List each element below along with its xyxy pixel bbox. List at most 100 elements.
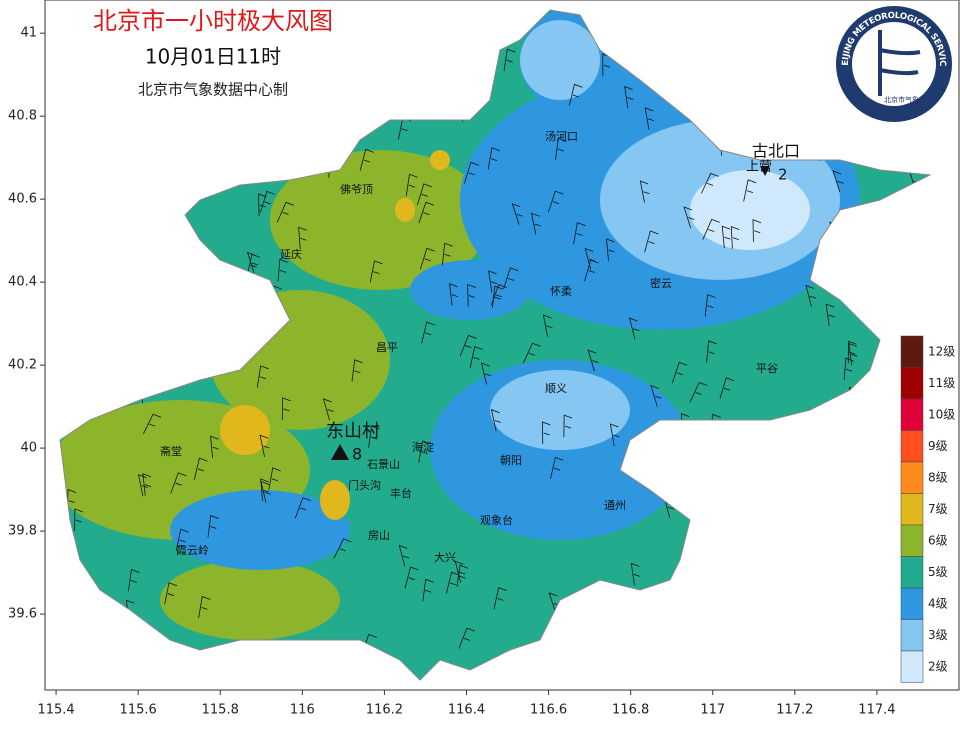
wind-barb [259, 434, 270, 457]
place-label: 佛爷顶 [340, 182, 373, 196]
station-name: 上营 [746, 160, 772, 175]
wind-barb [775, 107, 787, 130]
legend-swatch [900, 461, 924, 494]
place-label: 延庆 [280, 247, 302, 261]
wind-barb [127, 568, 140, 592]
wind-barb [624, 86, 634, 109]
wind-barb [744, 592, 756, 615]
wind-barb [745, 462, 763, 484]
wind-barb [405, 173, 418, 197]
wind-barb [368, 425, 380, 448]
wind-barb [644, 230, 659, 253]
wind-barb [276, 201, 295, 223]
wind-barb [706, 340, 717, 363]
legend-swatch [900, 367, 924, 400]
wind-barb [113, 270, 125, 293]
wind-barb [210, 435, 219, 459]
x-tick-label: 117.4 [858, 703, 895, 718]
wind-barb [825, 303, 835, 327]
wind-barb [480, 362, 492, 385]
source: 北京市气象数据中心制 [138, 81, 288, 99]
wind-barb [848, 386, 858, 410]
wind-barb [103, 610, 122, 631]
station-marker [331, 444, 349, 460]
place-label: 怀柔 [550, 285, 572, 298]
wind-barb [246, 251, 259, 274]
logo-subtext: 北京市气象局 [884, 95, 926, 104]
wind-barb [490, 409, 501, 432]
wind-barb [444, 56, 456, 79]
wind-barb [164, 582, 178, 605]
wind-barb [372, 49, 389, 71]
wind-barb [418, 201, 435, 224]
wind-barb [142, 473, 152, 496]
wind-barb [172, 208, 183, 232]
y-tick-label: 40.4 [8, 275, 37, 290]
wind-barb [138, 288, 148, 311]
place-label: 昌平 [376, 341, 398, 354]
wind-barb [456, 564, 469, 588]
wind-barb [609, 423, 620, 446]
wind-barb [268, 467, 281, 490]
place-label: 顺义 [545, 382, 567, 395]
wind-barb [163, 162, 173, 185]
wind-barb [522, 342, 541, 364]
wind-barb [449, 283, 458, 306]
legend-swatch [900, 556, 924, 589]
station-marker [760, 166, 770, 176]
wind-barb [573, 222, 586, 245]
wind-barb [704, 294, 716, 317]
wind-barb [750, 85, 761, 108]
wind-barb [712, 541, 727, 564]
wind-barb [167, 252, 184, 274]
wind-barb [563, 414, 573, 438]
wind-barb [154, 308, 164, 331]
wind-barb [639, 180, 650, 203]
y-tick-label: 39.8 [8, 524, 37, 539]
wind-barb [847, 447, 865, 470]
wind-barb [715, 598, 725, 621]
wind-barb [550, 456, 564, 479]
wind-barb [630, 562, 641, 586]
wind-barb [256, 365, 269, 388]
wind-barb [744, 457, 754, 481]
wind-barb [258, 193, 267, 216]
wind-barb [131, 227, 143, 250]
wind-barb [584, 247, 596, 270]
wind-barb [333, 538, 352, 559]
wind-barb [808, 423, 820, 446]
wind-barb [587, 349, 599, 372]
wind-barb [815, 138, 826, 161]
y-tick-label: 40.2 [8, 358, 37, 373]
wind-barb [277, 258, 288, 282]
wind-barb [548, 190, 564, 213]
wind-barb [467, 283, 476, 307]
legend-swatch [900, 619, 924, 652]
wind-barb [739, 642, 750, 665]
place-label: 石景山 [367, 458, 400, 471]
title: 北京市一小时极大风图 [93, 7, 333, 35]
legend-swatch [900, 650, 924, 683]
wind-barb [721, 225, 731, 249]
wind-barb [260, 478, 269, 501]
wind-barb [369, 260, 383, 283]
wind-barb [351, 359, 363, 382]
wind-barb [459, 334, 477, 356]
x-tick-label: 115.6 [120, 703, 157, 718]
place-label: 房山 [368, 529, 390, 542]
wind-barb [487, 31, 496, 54]
wind-barb [643, 623, 660, 645]
wind-barb [143, 413, 162, 435]
y-tick-label: 39.6 [8, 607, 37, 622]
wind-barb [137, 474, 148, 497]
wind-barb [443, 57, 462, 79]
wind-barb [830, 613, 840, 637]
wind-barb [62, 147, 81, 168]
wind-barb [60, 314, 70, 337]
wind-barb [445, 571, 460, 594]
legend-label: 3级 [928, 628, 948, 642]
place-label: 大兴 [434, 550, 456, 564]
legend-swatch [900, 587, 924, 620]
x-tick-label: 117.2 [776, 703, 813, 718]
